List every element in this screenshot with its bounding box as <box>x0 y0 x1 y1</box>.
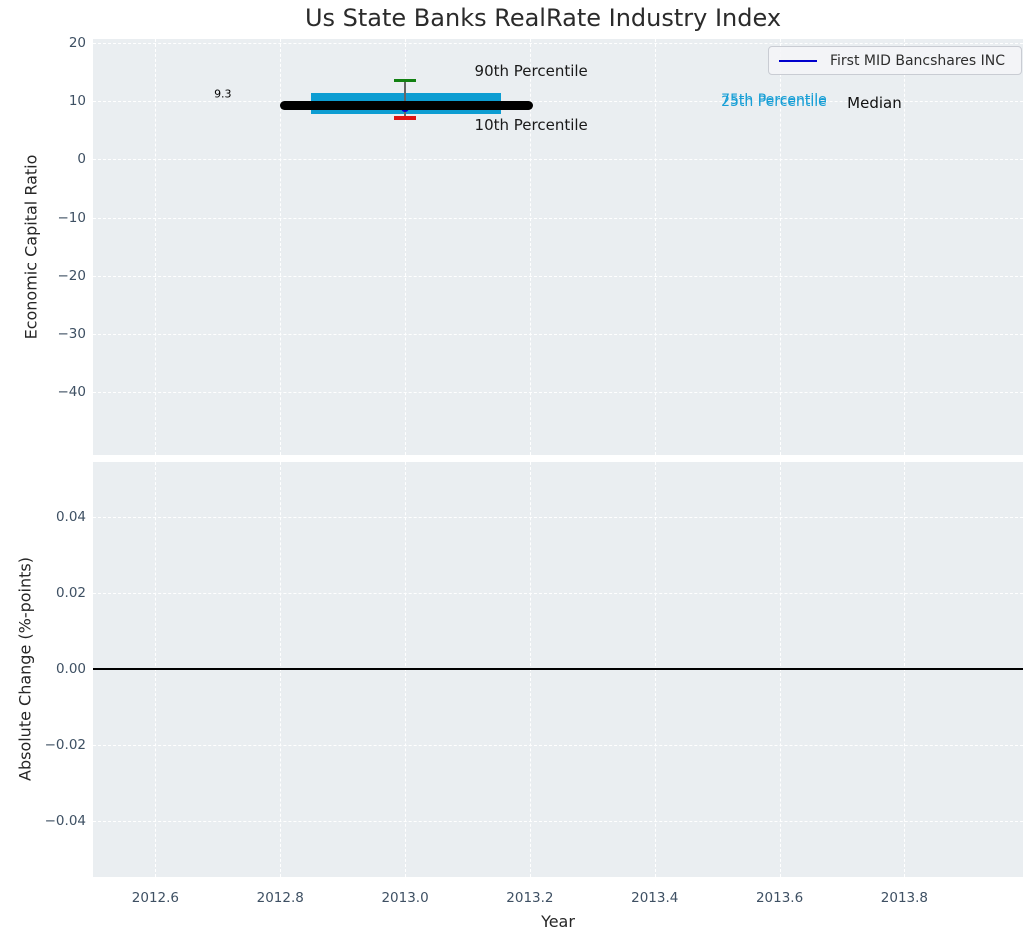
x-tick-label: 2013.0 <box>381 890 429 906</box>
y-tick-label: −40 <box>57 384 87 401</box>
gridline-horizontal <box>93 217 1023 219</box>
y-tick-label: 10 <box>68 93 86 110</box>
gridline-horizontal <box>93 392 1023 394</box>
p90-label: 90th Percentile <box>474 62 588 80</box>
gridline-vertical <box>779 39 781 455</box>
zero-line <box>93 668 1023 670</box>
p75-label: 75th Percentile <box>721 91 827 108</box>
y-tick-label: 0 <box>77 151 86 168</box>
y-tick-label: 0.00 <box>55 661 86 678</box>
median-label: Median <box>847 93 902 112</box>
gridline-vertical <box>654 39 656 455</box>
gridline-horizontal <box>93 593 1023 595</box>
gridline-vertical <box>280 39 282 455</box>
x-axis-label: Year <box>541 912 575 931</box>
x-tick-label: 2013.4 <box>631 890 679 906</box>
y-tick-label: −0.02 <box>44 737 86 754</box>
y-tick-label: −0.04 <box>44 813 86 830</box>
y-tick-label: −10 <box>57 209 87 226</box>
gridline-horizontal <box>93 43 1023 45</box>
boxplot-10th-cap <box>394 116 417 120</box>
y-tick-label: −30 <box>57 325 87 342</box>
legend: First MID Bancshares INC <box>768 46 1022 75</box>
gridline-vertical <box>405 39 407 455</box>
gridline-vertical <box>529 39 531 455</box>
y-tick-label: 0.04 <box>55 509 86 526</box>
boxplot-median-line <box>280 100 534 110</box>
gridline-vertical <box>155 39 157 455</box>
y-axis-label-top: Economic Capital Ratio <box>21 154 41 340</box>
economic-capital-ratio-plot <box>93 39 1023 455</box>
gridline-horizontal <box>93 275 1023 277</box>
chart-title: Us State Banks RealRate Industry Index <box>304 4 782 32</box>
gridline-horizontal <box>93 821 1023 823</box>
legend-entry-label: First MID Bancshares INC <box>830 52 1006 69</box>
gridline-horizontal <box>93 159 1023 161</box>
x-tick-label: 2013.8 <box>880 890 929 906</box>
x-tick-label: 2013.6 <box>755 890 804 906</box>
median-value-label: 9.3 <box>214 87 232 101</box>
y-tick-label: −20 <box>57 267 87 284</box>
boxplot-whisker <box>404 80 406 118</box>
y-tick-label: 20 <box>68 35 86 52</box>
y-tick-label: 0.02 <box>55 585 86 602</box>
legend-line-sample <box>779 59 817 62</box>
gridline-horizontal <box>93 101 1023 103</box>
p25-label: 25th Percentile <box>721 93 827 110</box>
p10-label: 10th Percentile <box>474 116 588 135</box>
x-tick-label: 2012.6 <box>131 890 180 906</box>
x-tick-label: 2013.2 <box>506 890 554 906</box>
gridline-horizontal <box>93 745 1023 747</box>
gridline-horizontal <box>93 333 1023 335</box>
x-tick-label: 2012.8 <box>256 890 304 906</box>
boxplot-90th-cap <box>394 78 417 83</box>
gridline-vertical <box>904 39 906 455</box>
gridline-horizontal <box>93 517 1023 519</box>
